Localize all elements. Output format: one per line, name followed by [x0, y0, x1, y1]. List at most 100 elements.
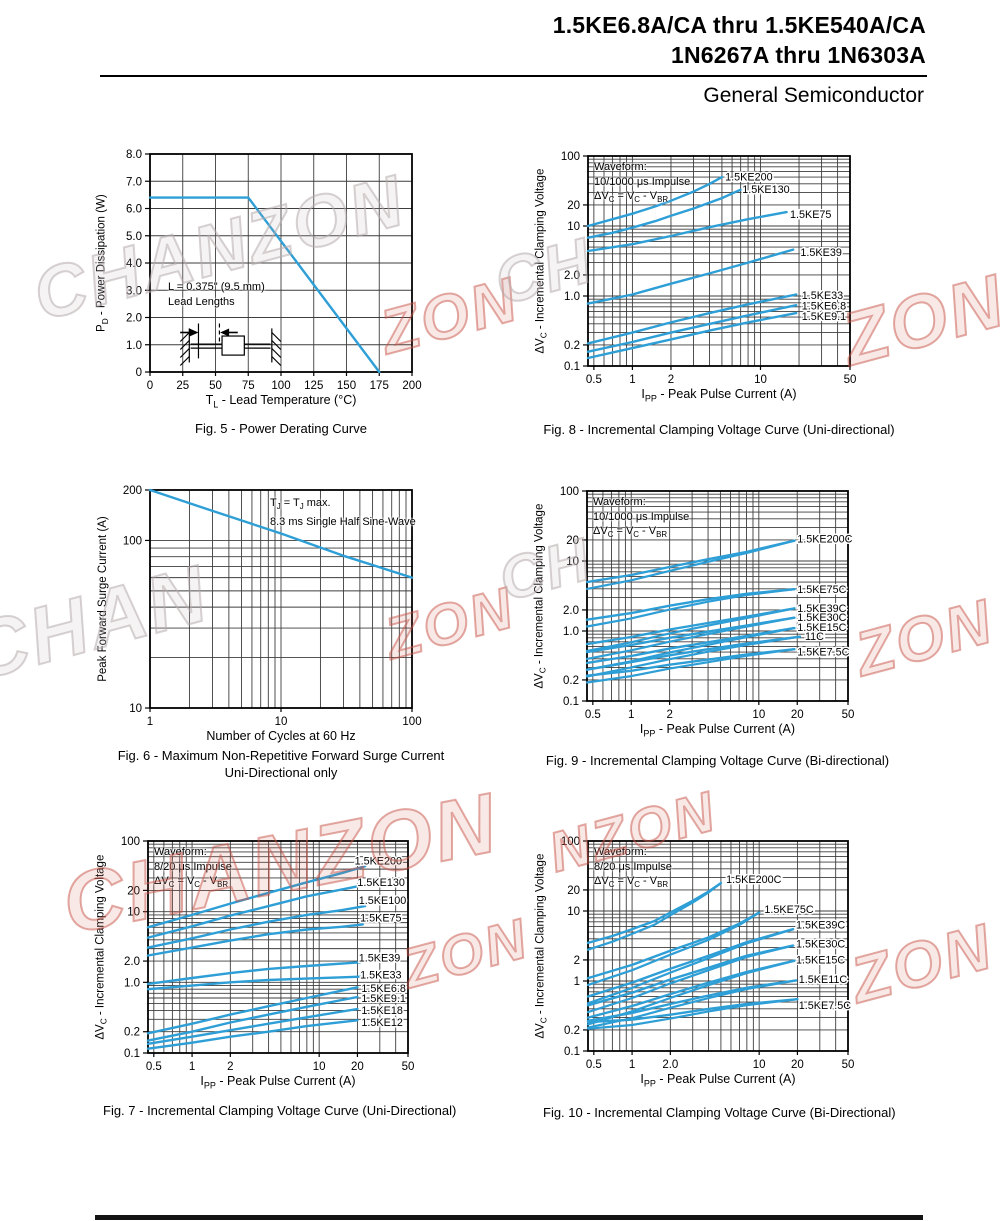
curve-1.5KE18: [146, 1007, 359, 1045]
svg-text:10: 10: [275, 716, 288, 728]
tick-labels: 0 25 50 75 100 125 150 175 200 8.0 7.0 6.0 5.0 4.0 3.0…: [126, 149, 422, 392]
series-curves: 1.5KE200C1.5KE75C1.5KE39C1.5KE30C1.5KE15…: [585, 532, 854, 684]
svg-text:10: 10: [313, 1061, 326, 1073]
figure-caption: Fig. 6 - Maximum Non-Repetitive Forward …: [117, 748, 445, 763]
curve-label-1.5KE9.1: 1.5KE9.1: [802, 311, 846, 323]
svg-text:0.1: 0.1: [124, 1048, 140, 1060]
svg-text:1: 1: [629, 1059, 635, 1071]
curve-1.5KE6.8: [146, 986, 359, 1035]
svg-text:100: 100: [402, 716, 421, 728]
svg-text:10: 10: [567, 221, 580, 233]
curve-1.5KE12: [146, 1019, 359, 1050]
curve-1.5KE39C: [585, 607, 796, 646]
svg-text:0.5: 0.5: [586, 374, 602, 386]
curve-power-derating: [148, 196, 381, 374]
svg-text:1.0: 1.0: [564, 291, 580, 303]
chart-plot: 0.5 1 2.0 10 20 501002010210.20.11.5KE200C1.5…: [561, 836, 855, 1071]
svg-text:20: 20: [567, 885, 580, 897]
svg-text:6.0: 6.0: [126, 204, 142, 216]
svg-text:50: 50: [842, 1059, 855, 1071]
x-axis-label: TL - Lead Temperature (°C): [205, 393, 357, 410]
y-axis-label-wrap: ΔVC - Incremental Clamping Voltage: [531, 841, 551, 1051]
curve-1.5KE33: [586, 293, 798, 345]
curve-1.5KE200C: [585, 539, 796, 584]
plot-border: [587, 155, 851, 367]
curve-1.5KE15C: [585, 626, 796, 665]
svg-text:50: 50: [402, 1061, 415, 1073]
svg-text:2.0: 2.0: [124, 956, 140, 968]
curve-label-1.5KE75C: 1.5KE75C: [797, 584, 846, 596]
svg-text:0.1: 0.1: [563, 696, 579, 708]
svg-text:0: 0: [147, 380, 153, 392]
curve-1.5KE200: [586, 175, 724, 228]
curve-label-1.5KE9.1: 1.5KE9.1: [361, 993, 405, 1005]
title-line-1: 1.5KE6.8A/CA thru 1.5KE540A/CA: [552, 12, 926, 38]
svg-text:75: 75: [242, 380, 255, 392]
svg-text:10: 10: [129, 703, 142, 715]
chart-annotation: Waveform: 10/1000 μs Impulse ΔVC = VC - VB…: [594, 161, 691, 205]
svg-text:200: 200: [123, 485, 142, 497]
figure-caption: Fig. 5 - Power Derating Curve: [195, 421, 367, 436]
curve-1.5KE7.5C: [585, 648, 796, 677]
svg-text:10: 10: [754, 374, 767, 386]
chart-plot: 0.5 1 2 10 20 5010020102.01.00.20.11.5KE2001.…: [121, 836, 415, 1073]
tick-labels: 0.5 1 2 10 20 50 100 20 10 2.0 1.0 0.2 0.1: [560, 486, 855, 721]
curve-label-1.5KE75: 1.5KE75: [790, 209, 831, 221]
series-curves: 1.5KE200C1.5KE75C1.5KE39C1.5KE30C1.5KE15…: [586, 873, 853, 1030]
y-axis-label: ΔVC - Incremental Clamping Voltage: [532, 503, 548, 689]
chart-annotation: TJ = TJ max. 8.3 ms Single Half Sine-Wave: [270, 497, 416, 528]
curve-label-1.5KE39: 1.5KE39: [359, 953, 400, 965]
svg-text:100: 100: [271, 380, 290, 392]
curve-11C: [585, 635, 802, 671]
svg-text:10: 10: [753, 1059, 766, 1071]
svg-text:10: 10: [127, 907, 140, 919]
curve-label-1.5KE33: 1.5KE33: [360, 969, 401, 981]
svg-text:2.0: 2.0: [563, 605, 579, 617]
curve-1.5KE9.1: [586, 311, 798, 360]
curve-1.5KE15C: [586, 959, 796, 1019]
svg-text:0.2: 0.2: [124, 1027, 140, 1039]
watermark-text: ZON: [842, 909, 1000, 1018]
curve-label-1.5KE75C: 1.5KE75C: [764, 904, 813, 916]
figure-surge-current: Peak Forward Surge Current (A) 1 10 100 200…: [95, 480, 444, 780]
curve-label-1.5KE130: 1.5KE130: [742, 184, 789, 196]
curve-1.5KE39: [586, 248, 795, 305]
curve-label-1.5KE200: 1.5KE200: [725, 172, 772, 184]
y-axis-label: ΔVC - Incremental Clamping Voltage: [93, 854, 109, 1040]
curve-1.5KE130: [146, 883, 367, 939]
curve-label-1.5KE75: 1.5KE75: [360, 912, 401, 924]
x-axis-label: Number of Cycles at 60 Hz: [206, 729, 356, 743]
svg-text:8.0: 8.0: [126, 149, 142, 161]
svg-text:50: 50: [842, 709, 855, 721]
svg-text:100: 100: [123, 535, 142, 547]
svg-text:2: 2: [668, 374, 674, 386]
curve-label-1.5KE12: 1.5KE12: [361, 1017, 402, 1029]
svg-text:2: 2: [574, 955, 580, 967]
svg-text:2.0: 2.0: [662, 1059, 678, 1071]
plot-border: [586, 490, 849, 702]
y-axis-label-wrap: PD - Power Dissipation (W): [93, 154, 113, 372]
curve-1.5KE9.1: [146, 995, 359, 1042]
svg-text:1: 1: [189, 1061, 195, 1073]
svg-text:100: 100: [561, 151, 580, 163]
series-curves: 1.5KE2001.5KE1301.5KE751.5KE391.5KE331.5…: [586, 170, 848, 360]
figure-clamping-bi-10-1000: ΔVC - Incremental Clamping Voltage 0.5 1 2…: [532, 481, 889, 768]
curve-1.5KE75C: [585, 588, 796, 621]
svg-text:0: 0: [136, 367, 142, 379]
figure-power-derating: PD - Power Dissipation (W) 0 25 50 75 100 125…: [93, 144, 425, 436]
curve-1.5KE200: [146, 865, 367, 929]
svg-text:125: 125: [304, 380, 323, 392]
svg-text:10: 10: [752, 709, 765, 721]
curve-1.5KE30C: [586, 944, 795, 1007]
chart-plot: 0.5 1 2 10 20 5010020102.01.00.20.11.5KE200C1…: [560, 486, 855, 721]
y-axis-label-wrap: ΔVC - Incremental Clamping Voltage: [91, 841, 111, 1053]
svg-text:20: 20: [567, 200, 580, 212]
curve-1.5KE7.5C: [586, 998, 799, 1024]
chart-annotation: Waveform: 8/20 μs Impulse ΔVC = VC - VBR: [154, 846, 232, 890]
figure-clamping-uni-10-1000: ΔVC - Incremental Clamping Voltage 0.5 1 2…: [533, 146, 895, 437]
footer-bar: [95, 1215, 923, 1220]
watermark-text: ZON: [847, 586, 1000, 691]
curve-1.5KE75C: [586, 911, 761, 980]
svg-text:0.1: 0.1: [564, 1046, 580, 1058]
svg-text:1: 1: [628, 709, 634, 721]
